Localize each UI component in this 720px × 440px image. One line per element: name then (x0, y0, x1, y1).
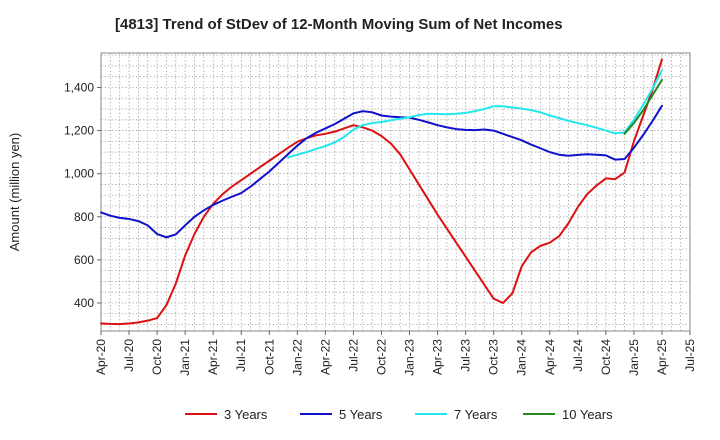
x-tick-label: Jul-23 (459, 339, 473, 372)
plot-frame (100, 52, 691, 332)
x-tick-label: Oct-21 (262, 339, 276, 375)
x-tick-label: Oct-20 (150, 339, 164, 375)
y-tick-label: 1,400 (64, 80, 94, 94)
x-tick-label: Jan-22 (290, 339, 304, 376)
legend-label-5-years: 5 Years (339, 407, 383, 422)
grid (100, 53, 691, 331)
x-tick-label: Jul-22 (346, 339, 360, 372)
chart-title: [4813] Trend of StDev of 12-Month Moving… (115, 16, 563, 33)
x-tick-label: Jul-21 (234, 339, 248, 372)
y-tick-label: 600 (74, 253, 94, 267)
x-tick-label: Oct-22 (374, 339, 388, 375)
y-axis-ticks: 400 600 800 1,000 1,200 1,400 (64, 80, 101, 310)
x-tick-label: Oct-23 (487, 339, 501, 375)
legend-label-7-years: 7 Years (454, 407, 498, 422)
x-tick-label: Apr-25 (655, 339, 669, 375)
series-line-10-years (623, 78, 663, 135)
legend-label-3-years: 3 Years (224, 407, 268, 422)
series-lines (100, 58, 663, 326)
y-tick-label: 400 (74, 296, 94, 310)
series-line-3-years (100, 58, 663, 326)
y-axis-label: Amount (million yen) (7, 133, 22, 252)
x-tick-label: Apr-21 (206, 339, 220, 375)
x-tick-label: Apr-22 (318, 339, 332, 375)
y-tick-label: 1,200 (64, 124, 94, 138)
legend-label-10-years: 10 Years (562, 407, 613, 422)
x-tick-label: Apr-23 (431, 339, 445, 375)
y-tick-label: 800 (74, 210, 94, 224)
x-tick-label: Apr-20 (94, 339, 108, 375)
x-tick-label: Jan-21 (178, 339, 192, 376)
x-tick-label: Jan-24 (515, 339, 529, 376)
x-tick-label: Jul-25 (683, 339, 697, 372)
series-line-7-years (286, 69, 663, 159)
x-axis-ticks: Apr-20 Jul-20 Oct-20 Jan-21 Apr-21 Jul-21 Oct-… (94, 331, 697, 376)
legend: 3 Years 5 Years 7 Years 10 Years (185, 407, 613, 422)
x-tick-label: Jan-23 (403, 339, 417, 376)
x-tick-label: Jul-24 (571, 339, 585, 372)
y-tick-label: 1,000 (64, 167, 94, 181)
series-line-5-years (100, 104, 663, 239)
x-tick-label: Oct-24 (599, 339, 613, 375)
x-tick-label: Apr-24 (543, 339, 557, 375)
x-tick-label: Jul-20 (122, 339, 136, 372)
x-tick-label: Jan-25 (627, 339, 641, 376)
